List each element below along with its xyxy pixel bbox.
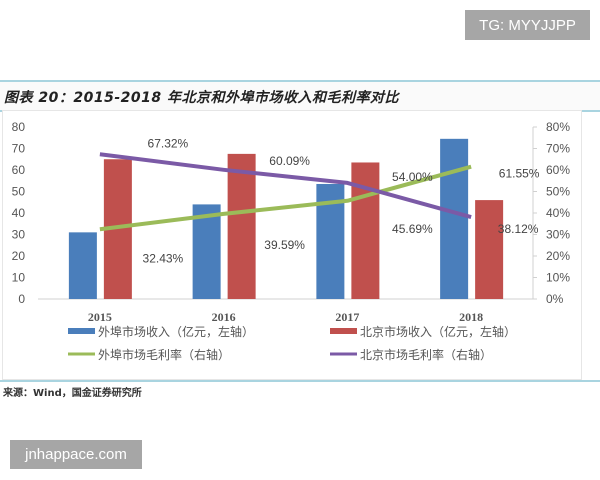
y-left-tick-label: 10	[12, 271, 26, 285]
y-left-tick-label: 20	[12, 249, 26, 263]
source-note: 来源：Wind，国金证券研究所	[3, 388, 142, 399]
y-left-tick-label: 70	[12, 142, 26, 156]
waibu-margin-line	[99, 164, 472, 232]
data-label: 61.55%	[499, 167, 540, 181]
y-right-tick-label: 80%	[546, 120, 570, 134]
data-label: 32.43%	[143, 251, 184, 265]
y-left-tick-label: 40	[12, 206, 26, 220]
legend-label: 北京市场收入（亿元，左轴）	[360, 324, 516, 339]
y-left-tick-label: 30	[12, 228, 26, 242]
legend-label: 外埠市场毛利率（右轴）	[98, 347, 230, 362]
y-left-tick-label: 60	[12, 163, 26, 177]
chart-title: 图表 20：2015-2018 年北京和外埠市场收入和毛利率对比	[4, 90, 399, 106]
legend-swatch	[68, 328, 95, 334]
bar-waibu-revenue	[440, 138, 469, 299]
divider	[0, 380, 600, 382]
x-tick-label: 2016	[212, 310, 236, 324]
y-right-tick-label: 70%	[546, 142, 570, 156]
data-label: 67.32%	[148, 136, 189, 150]
y-right-tick-label: 30%	[546, 228, 570, 242]
beijing-margin-line	[99, 152, 472, 219]
legend-swatch	[330, 328, 357, 334]
legend-label: 外埠市场收入（亿元，左轴）	[98, 324, 254, 339]
y-left-tick-label: 50	[12, 185, 26, 199]
title-bar: 图表 20：2015-2018 年北京和外埠市场收入和毛利率对比	[0, 80, 600, 112]
y-right-tick-label: 50%	[546, 185, 570, 199]
data-label: 38.12%	[498, 222, 539, 236]
y-right-tick-label: 60%	[546, 163, 570, 177]
x-tick-label: 2018	[459, 310, 483, 324]
y-left-tick-label: 80	[12, 120, 26, 134]
y-left-tick-label: 0	[18, 292, 25, 306]
data-label: 45.69%	[392, 222, 433, 236]
bar-beijing-revenue	[227, 153, 256, 299]
y-right-tick-label: 0%	[546, 292, 564, 306]
data-label: 54.00%	[392, 170, 433, 184]
data-label: 60.09%	[269, 154, 310, 168]
y-right-tick-label: 40%	[546, 206, 570, 220]
watermark-top: TG: MYYJJPP	[465, 10, 590, 40]
bar-waibu-revenue	[192, 204, 221, 299]
y-right-tick-label: 10%	[546, 271, 570, 285]
x-tick-label: 2017	[335, 310, 359, 324]
legend-label: 北京市场毛利率（右轴）	[360, 347, 492, 362]
data-label: 39.59%	[264, 238, 305, 252]
bar-waibu-revenue	[68, 232, 97, 299]
y-right-tick-label: 20%	[546, 249, 570, 263]
bar-beijing-revenue	[475, 200, 504, 299]
bar-beijing-revenue	[351, 162, 380, 299]
x-tick-label: 2015	[88, 310, 112, 324]
chart: 0 10 20 30 40 50 60 70 80 0% 10% 20% 30% 40% 50% 60% 70%…	[12, 120, 571, 362]
watermark-bottom: jnhappace.com	[10, 440, 142, 469]
